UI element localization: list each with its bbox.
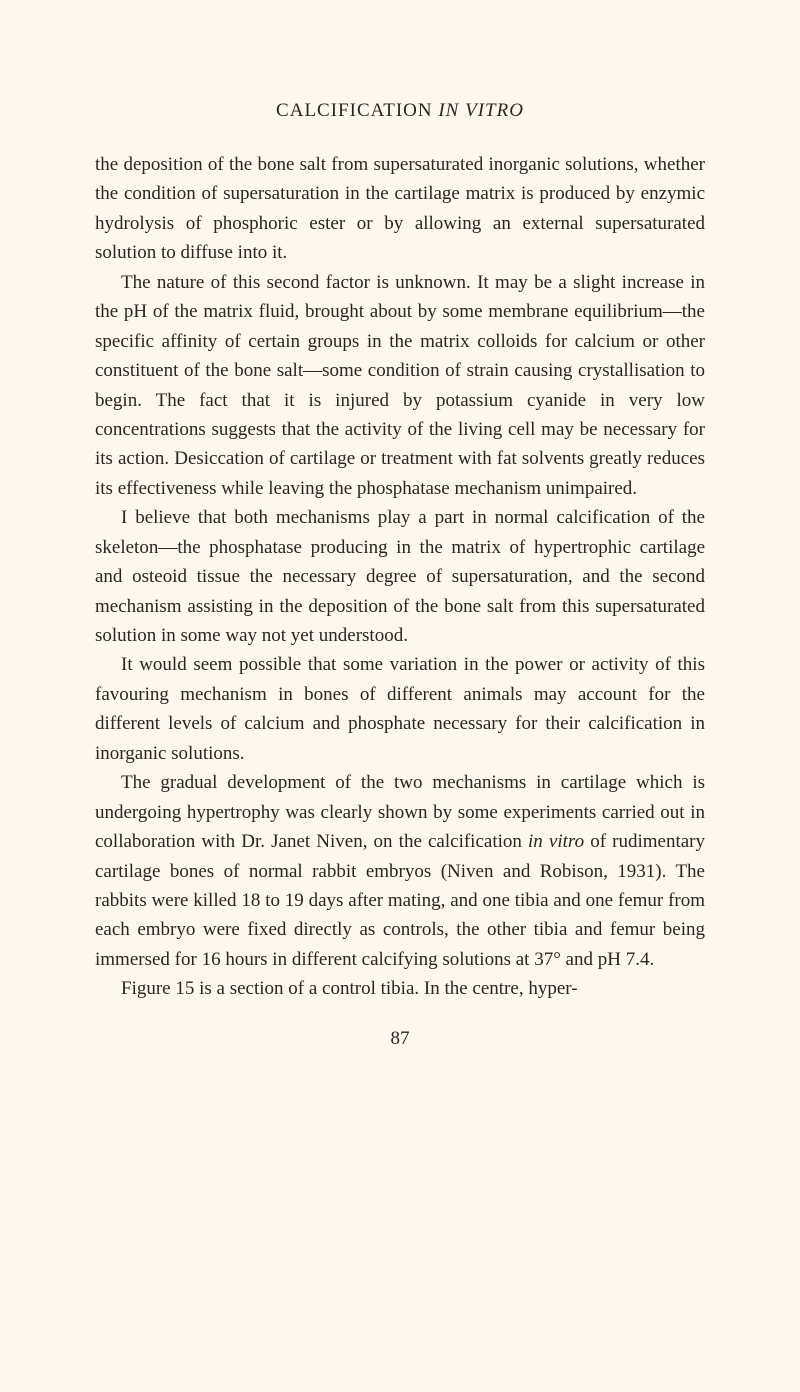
title-italic: IN VITRO [438,100,524,121]
paragraph-6: Figure 15 is a section of a control tibi… [95,974,705,1003]
paragraph-5: The gradual development of the two mecha… [95,768,705,974]
page-number: 87 [95,1028,705,1050]
paragraph-1: the deposition of the bone salt from sup… [95,150,705,268]
paragraph-2: The nature of this second factor is unkn… [95,268,705,504]
paragraph-3: I believe that both mechanisms play a pa… [95,503,705,650]
paragraph-4: It would seem possible that some variati… [95,650,705,768]
page-title: CALCIFICATION IN VITRO [95,100,705,122]
paragraph-5-italic: in vitro [528,831,584,852]
title-plain: CALCIFICATION [276,100,438,121]
